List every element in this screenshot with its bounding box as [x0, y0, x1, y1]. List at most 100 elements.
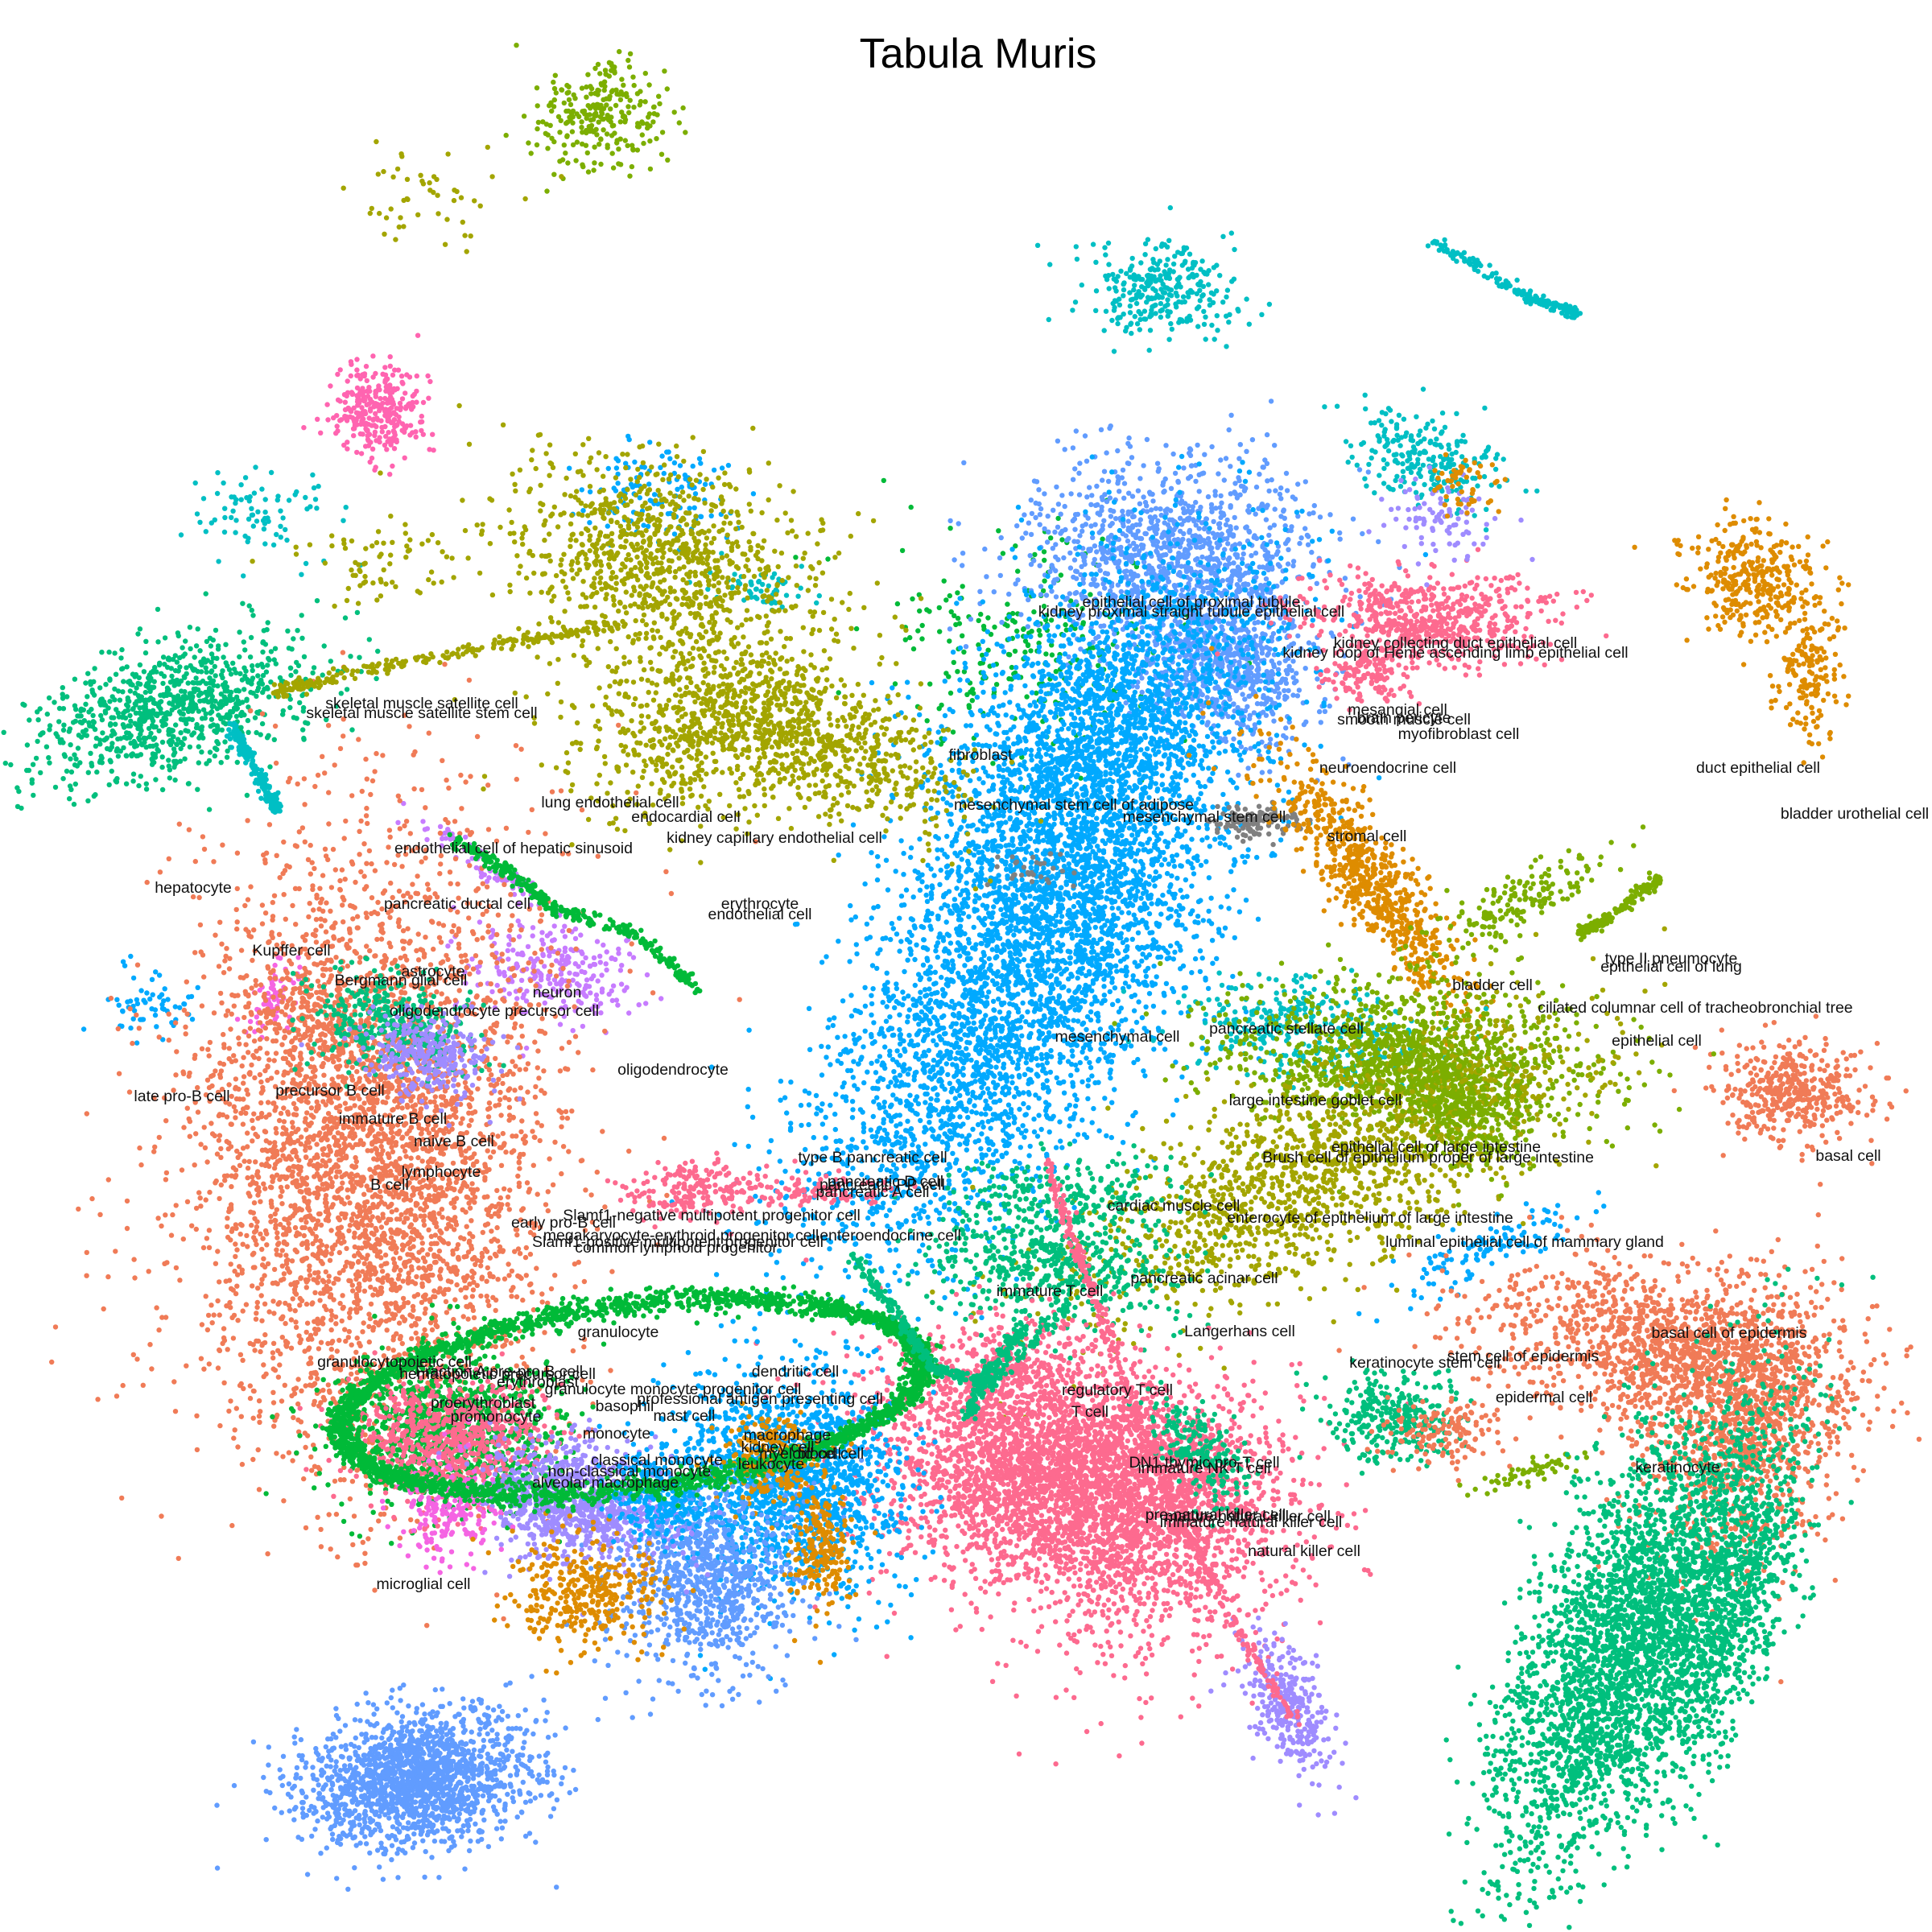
cell-point: [874, 854, 881, 860]
cell-point: [1171, 583, 1178, 588]
cell-point: [1088, 523, 1094, 529]
cell-point: [1161, 552, 1166, 558]
cell-point: [449, 555, 455, 561]
cell-point: [185, 707, 191, 712]
cell-point: [1053, 568, 1059, 574]
cell-point: [1185, 559, 1191, 566]
cell-point: [151, 669, 156, 675]
cell-point: [1120, 508, 1125, 514]
cell-point: [1190, 508, 1195, 514]
cell-point: [1129, 255, 1135, 262]
cell-point: [237, 671, 243, 676]
cell-point: [1092, 502, 1099, 508]
cell-point: [1042, 578, 1047, 584]
cell-point: [407, 423, 414, 428]
cell-point: [356, 414, 361, 420]
cell-point: [130, 671, 136, 677]
cell-point: [1102, 585, 1108, 591]
cell-point: [393, 584, 398, 589]
cell-point: [1217, 840, 1224, 846]
cell-point: [332, 603, 337, 609]
cell-point: [427, 378, 433, 385]
cell-point: [92, 726, 98, 733]
cell-point: [1245, 766, 1251, 771]
cell-point: [254, 693, 259, 700]
cell-point: [1298, 535, 1304, 541]
cell-point: [1195, 442, 1200, 448]
cell-point: [600, 116, 605, 122]
cell-point: [631, 82, 637, 89]
cell-point: [480, 522, 485, 527]
cell-point: [362, 579, 369, 584]
cell-point: [420, 399, 427, 406]
cell-point: [1028, 648, 1034, 654]
cell-point: [1194, 272, 1199, 279]
cell-point: [174, 659, 180, 665]
cell-point: [1026, 828, 1032, 834]
cell-point: [899, 547, 906, 554]
cell-point: [1101, 328, 1107, 333]
cell-point: [1244, 448, 1249, 454]
cell-point: [604, 131, 610, 137]
cell-point: [1148, 311, 1154, 316]
cell-point: [1187, 287, 1194, 294]
cell-point: [240, 601, 246, 606]
cell-point: [300, 708, 306, 714]
cell-point: [1145, 295, 1151, 300]
cell-point: [1153, 246, 1159, 252]
cell-point: [924, 607, 930, 613]
cell-point: [1168, 485, 1174, 491]
cell-point: [1070, 445, 1076, 451]
cell-point: [246, 729, 251, 735]
cell-point: [1107, 522, 1113, 529]
cell-point: [120, 666, 126, 671]
cell-point: [425, 373, 431, 379]
cell-point: [375, 529, 382, 535]
cell-point: [72, 781, 79, 787]
cell-point: [398, 215, 403, 221]
cell-point: [196, 744, 201, 749]
cell-point: [427, 447, 432, 452]
cell-point: [568, 118, 573, 123]
cell-point: [1052, 529, 1058, 535]
cell-point: [1096, 562, 1102, 568]
cell-point: [299, 613, 304, 618]
cell-point: [314, 506, 320, 511]
cell-point: [534, 85, 540, 91]
cell-point: [182, 716, 188, 722]
cell-point: [1101, 518, 1107, 523]
cell-point: [1043, 751, 1049, 758]
cell-point: [109, 744, 114, 750]
cell-point: [1109, 317, 1115, 324]
cell-point: [162, 635, 168, 641]
cell-point: [171, 764, 177, 770]
cell-point: [836, 690, 841, 696]
cell-point: [1199, 554, 1205, 560]
cell-point: [308, 504, 313, 510]
cell-point: [382, 231, 387, 237]
cell-point: [234, 700, 241, 706]
cell-point: [267, 764, 273, 770]
cell-point: [238, 497, 244, 502]
cell-point: [1245, 672, 1251, 679]
cell-point: [1116, 546, 1121, 551]
cell-point: [605, 117, 612, 123]
cell-point: [239, 677, 246, 683]
cell-point: [626, 64, 633, 70]
cell-point: [1093, 288, 1100, 294]
cell-point: [1237, 442, 1244, 448]
cell-point: [1281, 507, 1287, 513]
cell-point: [99, 755, 105, 761]
cell-point: [61, 722, 67, 728]
cell-point: [192, 480, 198, 486]
cell-point: [250, 675, 256, 681]
cell-point: [174, 678, 180, 683]
cell-point: [1067, 591, 1073, 597]
cell-point: [978, 611, 984, 617]
cell-point: [1209, 322, 1215, 328]
cell-point: [1240, 691, 1245, 697]
cell-point: [175, 737, 181, 742]
cell-point: [334, 413, 340, 419]
cell-point: [1206, 282, 1212, 287]
cell-point: [955, 669, 960, 675]
